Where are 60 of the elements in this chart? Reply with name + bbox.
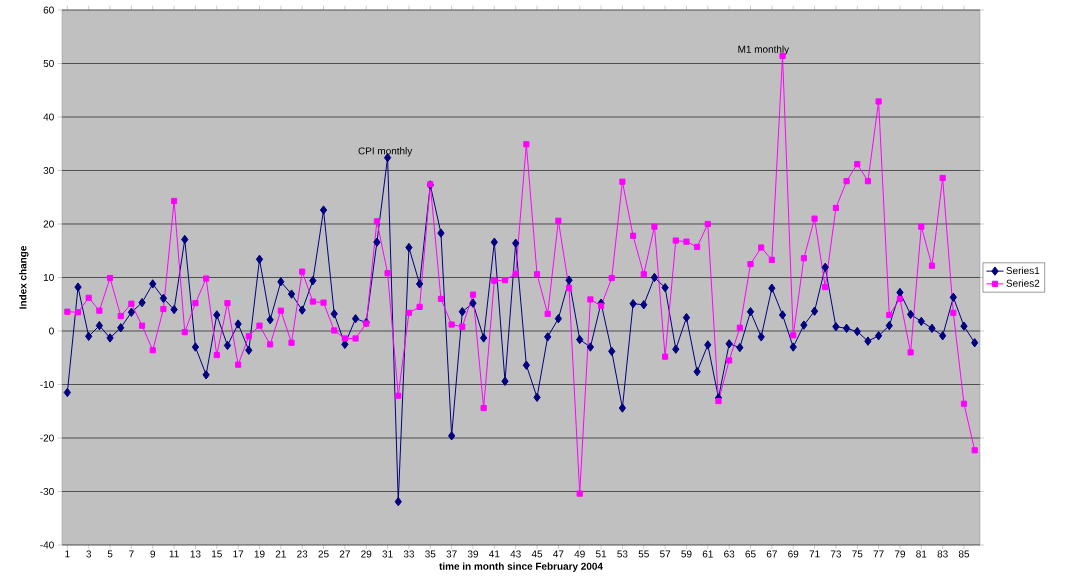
- x-tick-label: 37: [446, 550, 457, 558]
- x-tick-label: 51: [595, 550, 607, 558]
- x-axis-title: time in month since February 2004: [439, 562, 603, 572]
- x-tick-label: 71: [809, 550, 820, 558]
- x-tick-label: 63: [724, 550, 735, 558]
- x-tick-label: 39: [467, 550, 479, 558]
- x-tick-label: 55: [638, 550, 649, 558]
- y-tick-label: -30: [40, 487, 54, 496]
- annotation: CPI monthly: [358, 147, 413, 157]
- y-axis-title: Index change: [19, 246, 29, 309]
- y-tick-label: 20: [43, 220, 54, 228]
- x-tick-label: 65: [745, 550, 756, 558]
- x-tick-label: 7: [129, 550, 134, 558]
- x-tick-label: 77: [873, 550, 884, 558]
- legend-label: Series2: [1006, 279, 1040, 287]
- x-tick-label: 59: [681, 550, 692, 558]
- x-tick-label: 45: [531, 550, 543, 558]
- x-tick-label: 79: [894, 550, 906, 558]
- y-tick-label: -10: [40, 380, 54, 389]
- x-tick-label: 15: [212, 550, 222, 558]
- x-tick-label: 5: [107, 550, 113, 558]
- x-tick-label: 47: [553, 550, 564, 558]
- x-tick-label: 1: [65, 550, 70, 558]
- x-tick-label: 31: [382, 550, 393, 558]
- x-tick-label: 19: [254, 550, 265, 558]
- x-tick-label: 33: [403, 550, 415, 558]
- x-tick-label: 9: [150, 550, 156, 558]
- x-tick-label: 17: [233, 550, 244, 558]
- x-tick-label: 67: [766, 550, 777, 558]
- x-tick-label: 11: [169, 550, 179, 558]
- x-tick-label: 21: [275, 550, 286, 558]
- y-tick-label: 10: [43, 273, 54, 282]
- annotation: M1 monthly: [738, 45, 790, 55]
- y-tick-label: -40: [40, 541, 54, 549]
- x-tick-label: 25: [318, 550, 329, 558]
- x-tick-label: 3: [86, 550, 92, 558]
- y-tick-label: 50: [43, 59, 54, 68]
- y-tick-label: 60: [43, 6, 54, 14]
- x-tick-label: 57: [659, 550, 671, 558]
- x-tick-label: 23: [297, 550, 308, 558]
- x-tick-label: 27: [339, 550, 350, 558]
- y-tick-label: 40: [43, 113, 54, 121]
- x-tick-label: 13: [190, 550, 201, 558]
- x-tick-label: 41: [489, 550, 500, 558]
- x-tick-label: 53: [617, 550, 628, 558]
- x-tick-label: 43: [510, 550, 521, 558]
- x-tick-label: 49: [574, 550, 585, 558]
- x-tick-label: 69: [788, 550, 799, 558]
- x-tick-label: 81: [916, 550, 927, 558]
- x-tick-label: 61: [702, 550, 713, 558]
- x-tick-label: 29: [361, 550, 372, 558]
- y-tick-label: 30: [43, 166, 54, 175]
- x-tick-label: 85: [958, 550, 970, 558]
- x-tick-label: 35: [425, 550, 436, 558]
- x-tick-label: 73: [830, 550, 842, 558]
- y-tick-label: 0: [49, 327, 54, 335]
- y-tick-label: -20: [40, 434, 54, 442]
- x-tick-label: 75: [852, 550, 863, 558]
- legend-label: Series1: [1006, 266, 1040, 275]
- x-tick-label: 83: [937, 550, 948, 558]
